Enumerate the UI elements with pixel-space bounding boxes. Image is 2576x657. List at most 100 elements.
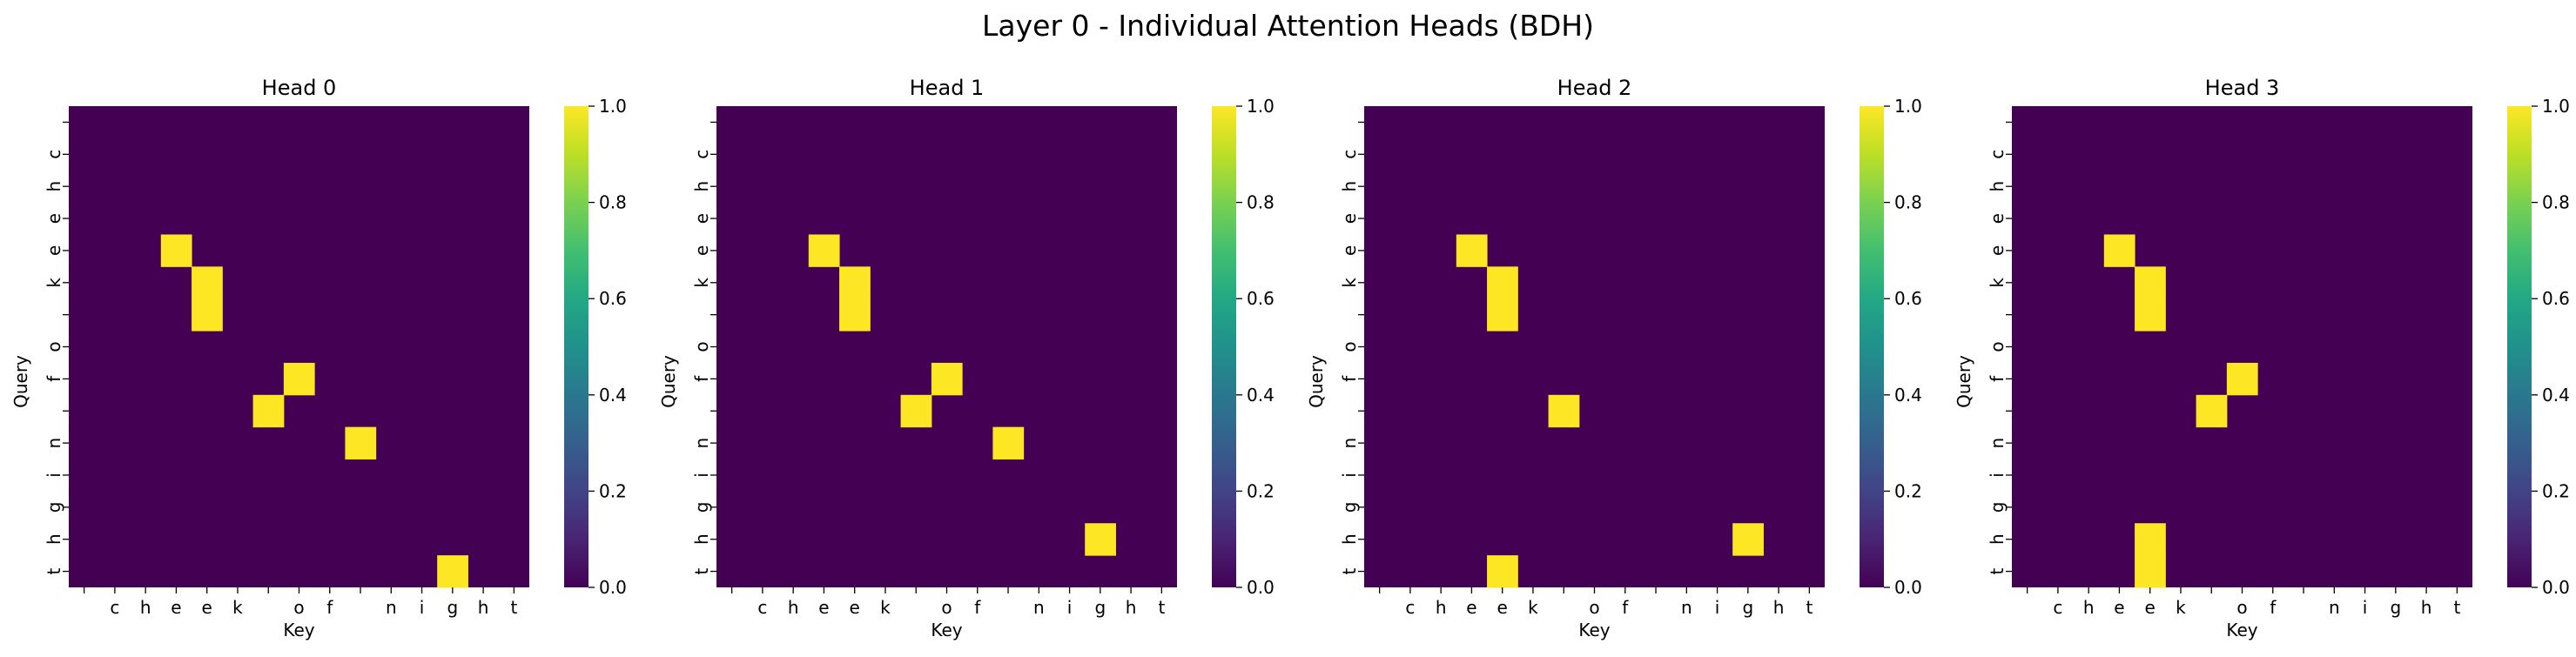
colorbar-tick-label: 0.8 bbox=[1894, 192, 1922, 213]
heatmap-cell bbox=[2226, 362, 2258, 396]
colorbar-tick-label: 0.0 bbox=[1894, 577, 1922, 598]
y-tick-label: c bbox=[44, 150, 64, 159]
panel-title: Head 2 bbox=[1557, 76, 1632, 100]
colorbar-tick-label: 0.4 bbox=[1894, 385, 1922, 406]
y-tick-label: e bbox=[1987, 213, 2008, 224]
heatmap-cell bbox=[2196, 394, 2228, 428]
x-tick-label: e bbox=[818, 597, 829, 618]
y-tick-label: h bbox=[1339, 533, 1360, 545]
y-tick-label: k bbox=[691, 278, 712, 288]
colorbar bbox=[1860, 106, 1884, 587]
heatmap-cell bbox=[160, 234, 192, 267]
x-tick-label: g bbox=[2390, 597, 2401, 618]
heatmap-cell bbox=[2135, 555, 2166, 588]
y-tick-label: e bbox=[691, 245, 712, 256]
heatmap-cell bbox=[1487, 298, 1518, 332]
colorbar-tick-label: 0.0 bbox=[1247, 577, 1275, 598]
x-tick-label: i bbox=[2363, 597, 2368, 618]
y-tick-label: g bbox=[1339, 501, 1360, 513]
x-tick-label: g bbox=[447, 597, 458, 618]
x-axis-label: Key bbox=[1578, 620, 1610, 640]
y-tick-label: h bbox=[1987, 533, 2008, 545]
colorbar-tick-label: 1.0 bbox=[599, 96, 627, 117]
x-tick-label: h bbox=[2083, 597, 2095, 618]
y-tick-label: e bbox=[44, 245, 64, 256]
figure-title: Layer 0 - Individual Attention Heads (BD… bbox=[982, 9, 1594, 43]
heatmap-cell bbox=[1548, 394, 1580, 428]
y-tick-label: e bbox=[1339, 245, 1360, 256]
y-tick-label: f bbox=[691, 375, 712, 382]
x-tick-label: c bbox=[757, 597, 767, 618]
x-tick-label: i bbox=[420, 597, 425, 618]
x-tick-label: f bbox=[2270, 597, 2277, 618]
colorbar-tick-label: 0.6 bbox=[2542, 288, 2570, 309]
y-tick-label: k bbox=[44, 278, 64, 288]
x-tick-label: o bbox=[941, 597, 952, 618]
x-tick-label: f bbox=[326, 597, 333, 618]
x-tick-label: e bbox=[2145, 597, 2156, 618]
y-tick-label: e bbox=[1987, 245, 2008, 256]
colorbar-tick-label: 0.4 bbox=[599, 385, 627, 406]
x-tick-label: h bbox=[788, 597, 799, 618]
x-tick-label: i bbox=[1067, 597, 1073, 618]
y-tick-label: n bbox=[1987, 438, 2008, 449]
y-tick-label: o bbox=[1339, 341, 1360, 352]
y-tick-label: t bbox=[44, 567, 64, 574]
colorbar-tick-label: 0.6 bbox=[599, 288, 627, 309]
x-tick-label: e bbox=[171, 597, 181, 618]
colorbar-tick-label: 1.0 bbox=[1247, 96, 1275, 117]
y-tick-label: c bbox=[691, 150, 712, 159]
x-tick-label: e bbox=[202, 597, 212, 618]
y-tick-label: o bbox=[691, 341, 712, 352]
y-tick-label: o bbox=[1987, 341, 2008, 352]
x-tick-label: c bbox=[1405, 597, 1415, 618]
y-tick-label: o bbox=[44, 341, 64, 352]
colorbar-tick-label: 0.0 bbox=[599, 577, 627, 598]
heatmap-cell bbox=[2135, 266, 2166, 299]
y-tick-label: k bbox=[1339, 278, 1360, 288]
y-tick-label: e bbox=[691, 213, 712, 224]
y-tick-label: i bbox=[1339, 473, 1360, 478]
y-axis-label: Query bbox=[1954, 355, 1974, 408]
colorbar-tick-label: 0.6 bbox=[1247, 288, 1275, 309]
x-tick-label: h bbox=[2421, 597, 2432, 618]
colorbar-tick-label: 1.0 bbox=[1894, 96, 1922, 117]
heatmap-cell bbox=[839, 266, 871, 299]
heatmap-cell bbox=[1732, 523, 1764, 556]
heatmap-cell bbox=[345, 426, 377, 460]
x-tick-label: h bbox=[1773, 597, 1785, 618]
x-tick-label: c bbox=[2053, 597, 2062, 618]
x-tick-label: h bbox=[1126, 597, 1137, 618]
x-axis-label: Key bbox=[2226, 620, 2257, 640]
x-tick-label: e bbox=[2114, 597, 2124, 618]
heatmap-background bbox=[716, 106, 1177, 587]
colorbar-tick-label: 0.2 bbox=[1247, 480, 1275, 501]
colorbar bbox=[2507, 106, 2532, 587]
colorbar-tick-label: 0.8 bbox=[2542, 192, 2570, 213]
y-tick-label: n bbox=[44, 438, 64, 449]
x-tick-label: n bbox=[386, 597, 397, 618]
y-tick-label: g bbox=[1987, 501, 2008, 513]
heatmap-cell bbox=[992, 426, 1025, 460]
heatmap-cell bbox=[2135, 298, 2166, 332]
heatmap-cell bbox=[252, 394, 285, 428]
colorbar-tick-label: 0.6 bbox=[1894, 288, 1922, 309]
colorbar-tick-label: 0.4 bbox=[2542, 385, 2570, 406]
x-tick-label: g bbox=[1742, 597, 1753, 618]
heatmap-background bbox=[1364, 106, 1825, 587]
x-tick-label: e bbox=[1466, 597, 1476, 618]
x-tick-label: e bbox=[850, 597, 860, 618]
x-tick-label: n bbox=[1681, 597, 1692, 618]
y-tick-label: c bbox=[1987, 150, 2008, 159]
y-tick-label: f bbox=[1339, 375, 1360, 382]
y-axis-label: Query bbox=[10, 355, 31, 408]
y-tick-label: e bbox=[44, 213, 64, 224]
panel-title: Head 1 bbox=[910, 76, 985, 100]
y-tick-label: i bbox=[44, 473, 64, 478]
x-tick-label: h bbox=[1436, 597, 1447, 618]
heatmap-cell bbox=[1456, 234, 1488, 267]
y-tick-label: t bbox=[1339, 567, 1360, 574]
